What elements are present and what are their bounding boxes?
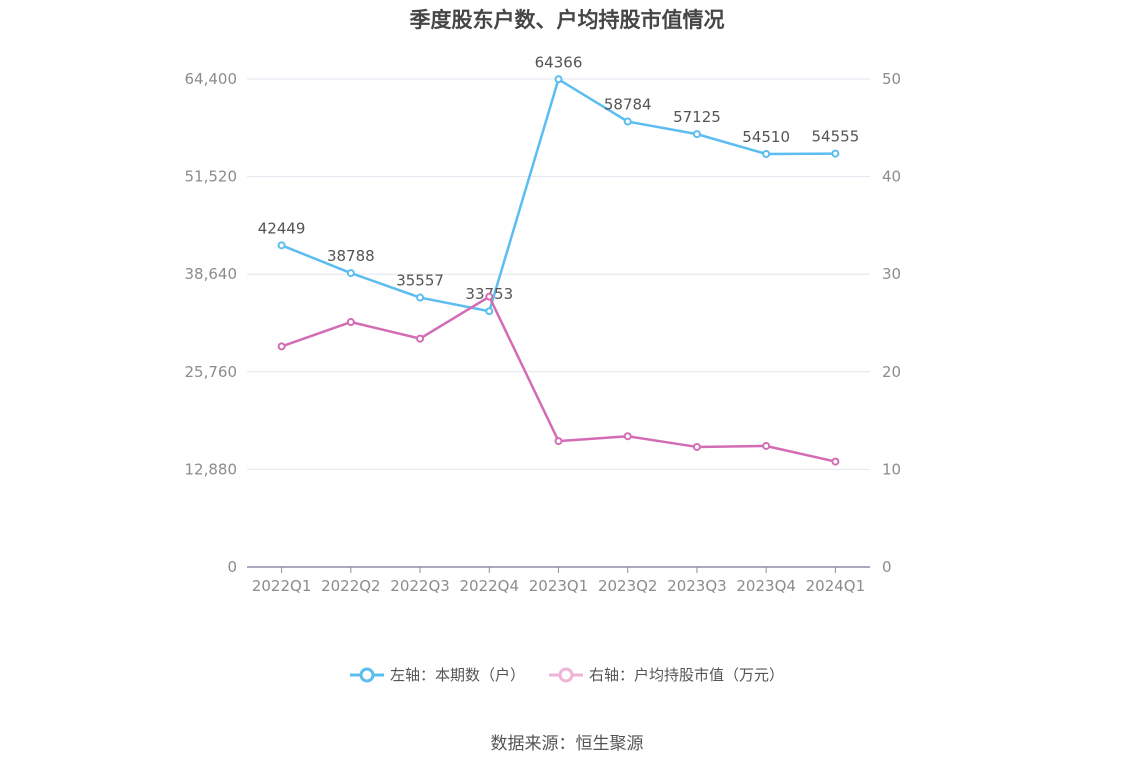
x-tick-label: 2024Q1 [806,577,866,595]
data-point-left [346,269,355,278]
x-tick-label: 2023Q3 [667,577,727,595]
data-point-right [554,437,563,446]
x-tick-label: 2022Q2 [321,577,381,595]
data-label: 35557 [396,272,444,290]
data-point-right [277,342,286,351]
data-point-left [554,75,563,84]
data-point-left [485,307,494,316]
x-tick-label: 2022Q1 [252,577,312,595]
y-right-tick-label: 0 [882,558,892,576]
y-left-tick-label: 12,880 [185,460,238,478]
y-left-tick-label: 25,760 [185,363,238,381]
x-tick-label: 2022Q3 [390,577,450,595]
data-point-left [277,241,286,250]
data-label: 54555 [812,128,860,146]
x-tick-label: 2022Q4 [460,577,520,595]
y-left-tick-label: 64,400 [185,70,238,88]
data-point-left [692,130,701,139]
data-label: 58784 [604,96,652,114]
legend: 左轴：本期数（户） 右轴：户均持股市值（万元） [0,664,1134,685]
chart-title: 季度股东户数、户均持股市值情况 [409,8,725,32]
x-tick-label: 2023Q1 [529,577,589,595]
data-point-right [346,318,355,327]
y-left-tick-label: 38,640 [185,265,238,283]
series-line-right [281,295,836,463]
x-tick-label: 2023Q2 [598,577,658,595]
data-point-right [831,457,840,466]
data-point-right [416,334,425,343]
data-point-left [416,293,425,302]
y-right-tick-label: 20 [882,363,901,381]
legend-label-right-series: 右轴：户均持股市值（万元） [589,666,785,684]
legend-swatch-left-icon [349,667,384,682]
legend-swatch-right-icon [549,667,583,682]
data-point-left [623,117,632,126]
data-point-right [485,292,494,301]
x-tick-label: 2023Q4 [736,577,796,595]
source-note: 数据来源：恒生聚源 [490,734,644,754]
data-label: 38788 [327,247,375,265]
legend-item-right-series[interactable]: 右轴：户均持股市值（万元） [549,664,784,685]
series-line-left [281,78,836,313]
data-label: 42449 [258,219,306,237]
legend-label-left-series: 左轴：本期数（户） [389,666,525,684]
y-right-tick-label: 40 [882,168,901,186]
y-left-tick-label: 0 [227,558,237,576]
y-right-tick-label: 50 [882,70,901,88]
data-point-left [831,149,840,158]
data-point-right [623,432,632,441]
data-point-right [692,442,701,451]
data-point-right [762,441,771,450]
legend-item-left-series[interactable]: 左轴：本期数（户） [349,664,525,685]
data-label: 54510 [742,128,790,146]
y-right-tick-label: 30 [882,265,901,283]
data-label: 57125 [673,108,721,126]
data-point-left [762,149,771,158]
data-label: 64366 [535,53,583,71]
y-left-tick-label: 51,520 [185,168,238,186]
y-right-tick-label: 10 [882,460,901,478]
